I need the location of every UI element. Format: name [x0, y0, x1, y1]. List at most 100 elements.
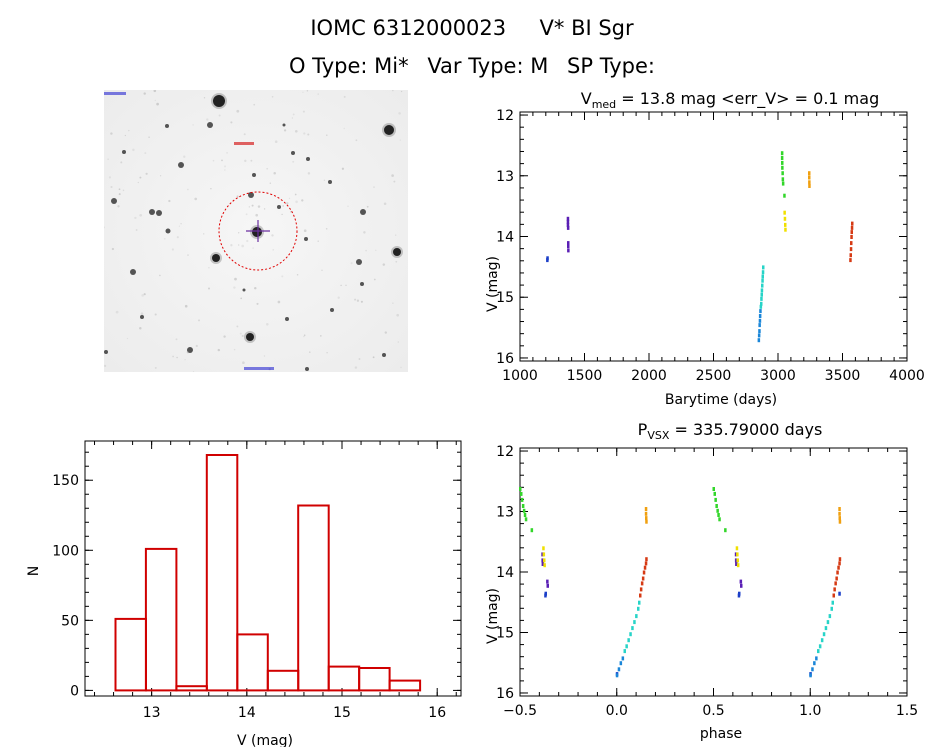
noise-dot — [375, 249, 377, 251]
data-point — [826, 620, 830, 625]
noise-dot — [143, 92, 146, 95]
y-tick-label: 14 — [496, 565, 514, 581]
star — [242, 288, 246, 292]
lightcurve-time-ylabel: V (mag) — [485, 256, 501, 312]
noise-dot — [303, 229, 307, 233]
data-point — [838, 511, 841, 516]
noise-dot — [223, 165, 227, 168]
noise-dot — [122, 189, 125, 192]
noise-dot — [120, 161, 123, 164]
data-point — [849, 258, 852, 263]
noise-dot — [347, 205, 349, 207]
noise-dot — [296, 273, 299, 276]
noise-dot — [271, 234, 274, 237]
y-tick-label: 14 — [496, 230, 514, 246]
data-point — [638, 600, 641, 605]
data-point — [621, 656, 625, 661]
noise-dot — [139, 327, 142, 330]
noise-dot — [159, 274, 161, 277]
y-tick-label: 50 — [61, 613, 79, 629]
noise-dot — [104, 364, 107, 367]
star — [252, 227, 262, 237]
data-point — [759, 309, 762, 314]
data-point — [834, 581, 837, 586]
noise-dot — [153, 90, 157, 93]
noise-dot — [400, 366, 402, 369]
data-point — [808, 184, 811, 188]
data-point — [808, 175, 811, 180]
data-point — [818, 644, 822, 649]
noise-dot — [186, 351, 189, 354]
x-tick-label: 13 — [143, 705, 161, 721]
noise-dot — [104, 226, 105, 229]
data-point — [760, 296, 763, 301]
noise-dot — [294, 193, 297, 196]
noise-dot — [184, 359, 186, 361]
noise-dot — [383, 202, 387, 206]
noise-dot — [282, 205, 285, 207]
data-point — [850, 235, 853, 239]
title-p: P — [638, 420, 648, 439]
noise-dot — [307, 172, 311, 175]
star — [246, 333, 254, 341]
noise-dot — [154, 366, 157, 369]
data-point — [567, 248, 570, 253]
noise-dot — [236, 109, 240, 113]
noise-dot — [226, 151, 229, 154]
noise-dot — [345, 284, 347, 286]
data-point — [615, 673, 619, 678]
noise-dot — [187, 254, 189, 256]
star — [360, 209, 366, 215]
data-point — [781, 181, 785, 186]
x-tick-label: 1.5 — [896, 703, 918, 719]
data-point — [838, 561, 841, 566]
noise-dot — [263, 208, 266, 210]
noise-dot — [337, 296, 340, 299]
data-point — [645, 557, 648, 562]
data-point — [635, 614, 638, 619]
noise-dot — [236, 325, 239, 328]
star-halo — [244, 331, 256, 343]
noise-dot — [366, 205, 369, 208]
noise-dot — [257, 205, 261, 208]
noise-dot — [172, 355, 174, 358]
noise-dot — [395, 234, 397, 236]
noise-dot — [382, 263, 386, 266]
data-point — [760, 301, 763, 306]
data-point — [783, 193, 786, 198]
data-point — [828, 614, 832, 619]
noise-dot — [398, 112, 401, 115]
noise-dot — [274, 140, 278, 143]
data-point — [734, 558, 738, 563]
noise-dot — [224, 169, 226, 171]
noise-dot — [194, 197, 198, 201]
noise-dot — [124, 134, 127, 137]
data-point — [544, 591, 547, 596]
noise-dot — [341, 167, 345, 170]
data-point — [631, 626, 634, 631]
data-point — [542, 546, 545, 551]
noise-dot — [198, 319, 200, 322]
data-point — [740, 583, 743, 588]
phased-lightcurve-axes: −0.5 0.0 0.5 1.0 1.5 12 13 14 15 16 — [496, 444, 918, 719]
noise-dot — [176, 356, 178, 359]
noise-dot — [254, 286, 257, 290]
data-point — [734, 552, 738, 557]
noise-dot — [246, 239, 249, 243]
data-point — [849, 247, 853, 252]
data-point — [567, 241, 570, 246]
data-point — [833, 587, 836, 592]
variable-type: Var Type: M — [427, 54, 549, 78]
data-point — [780, 151, 784, 156]
data-point — [623, 649, 626, 654]
y-tick-label: 16 — [496, 351, 514, 367]
y-tick-label: 12 — [496, 108, 514, 124]
data-point — [838, 557, 842, 562]
x-tick-label: 1500 — [567, 368, 603, 384]
star — [304, 237, 308, 241]
noise-dot — [206, 118, 209, 121]
data-point — [738, 591, 741, 596]
histogram-bar — [358, 667, 391, 692]
noise-dot — [241, 334, 244, 338]
data-point — [759, 304, 763, 309]
